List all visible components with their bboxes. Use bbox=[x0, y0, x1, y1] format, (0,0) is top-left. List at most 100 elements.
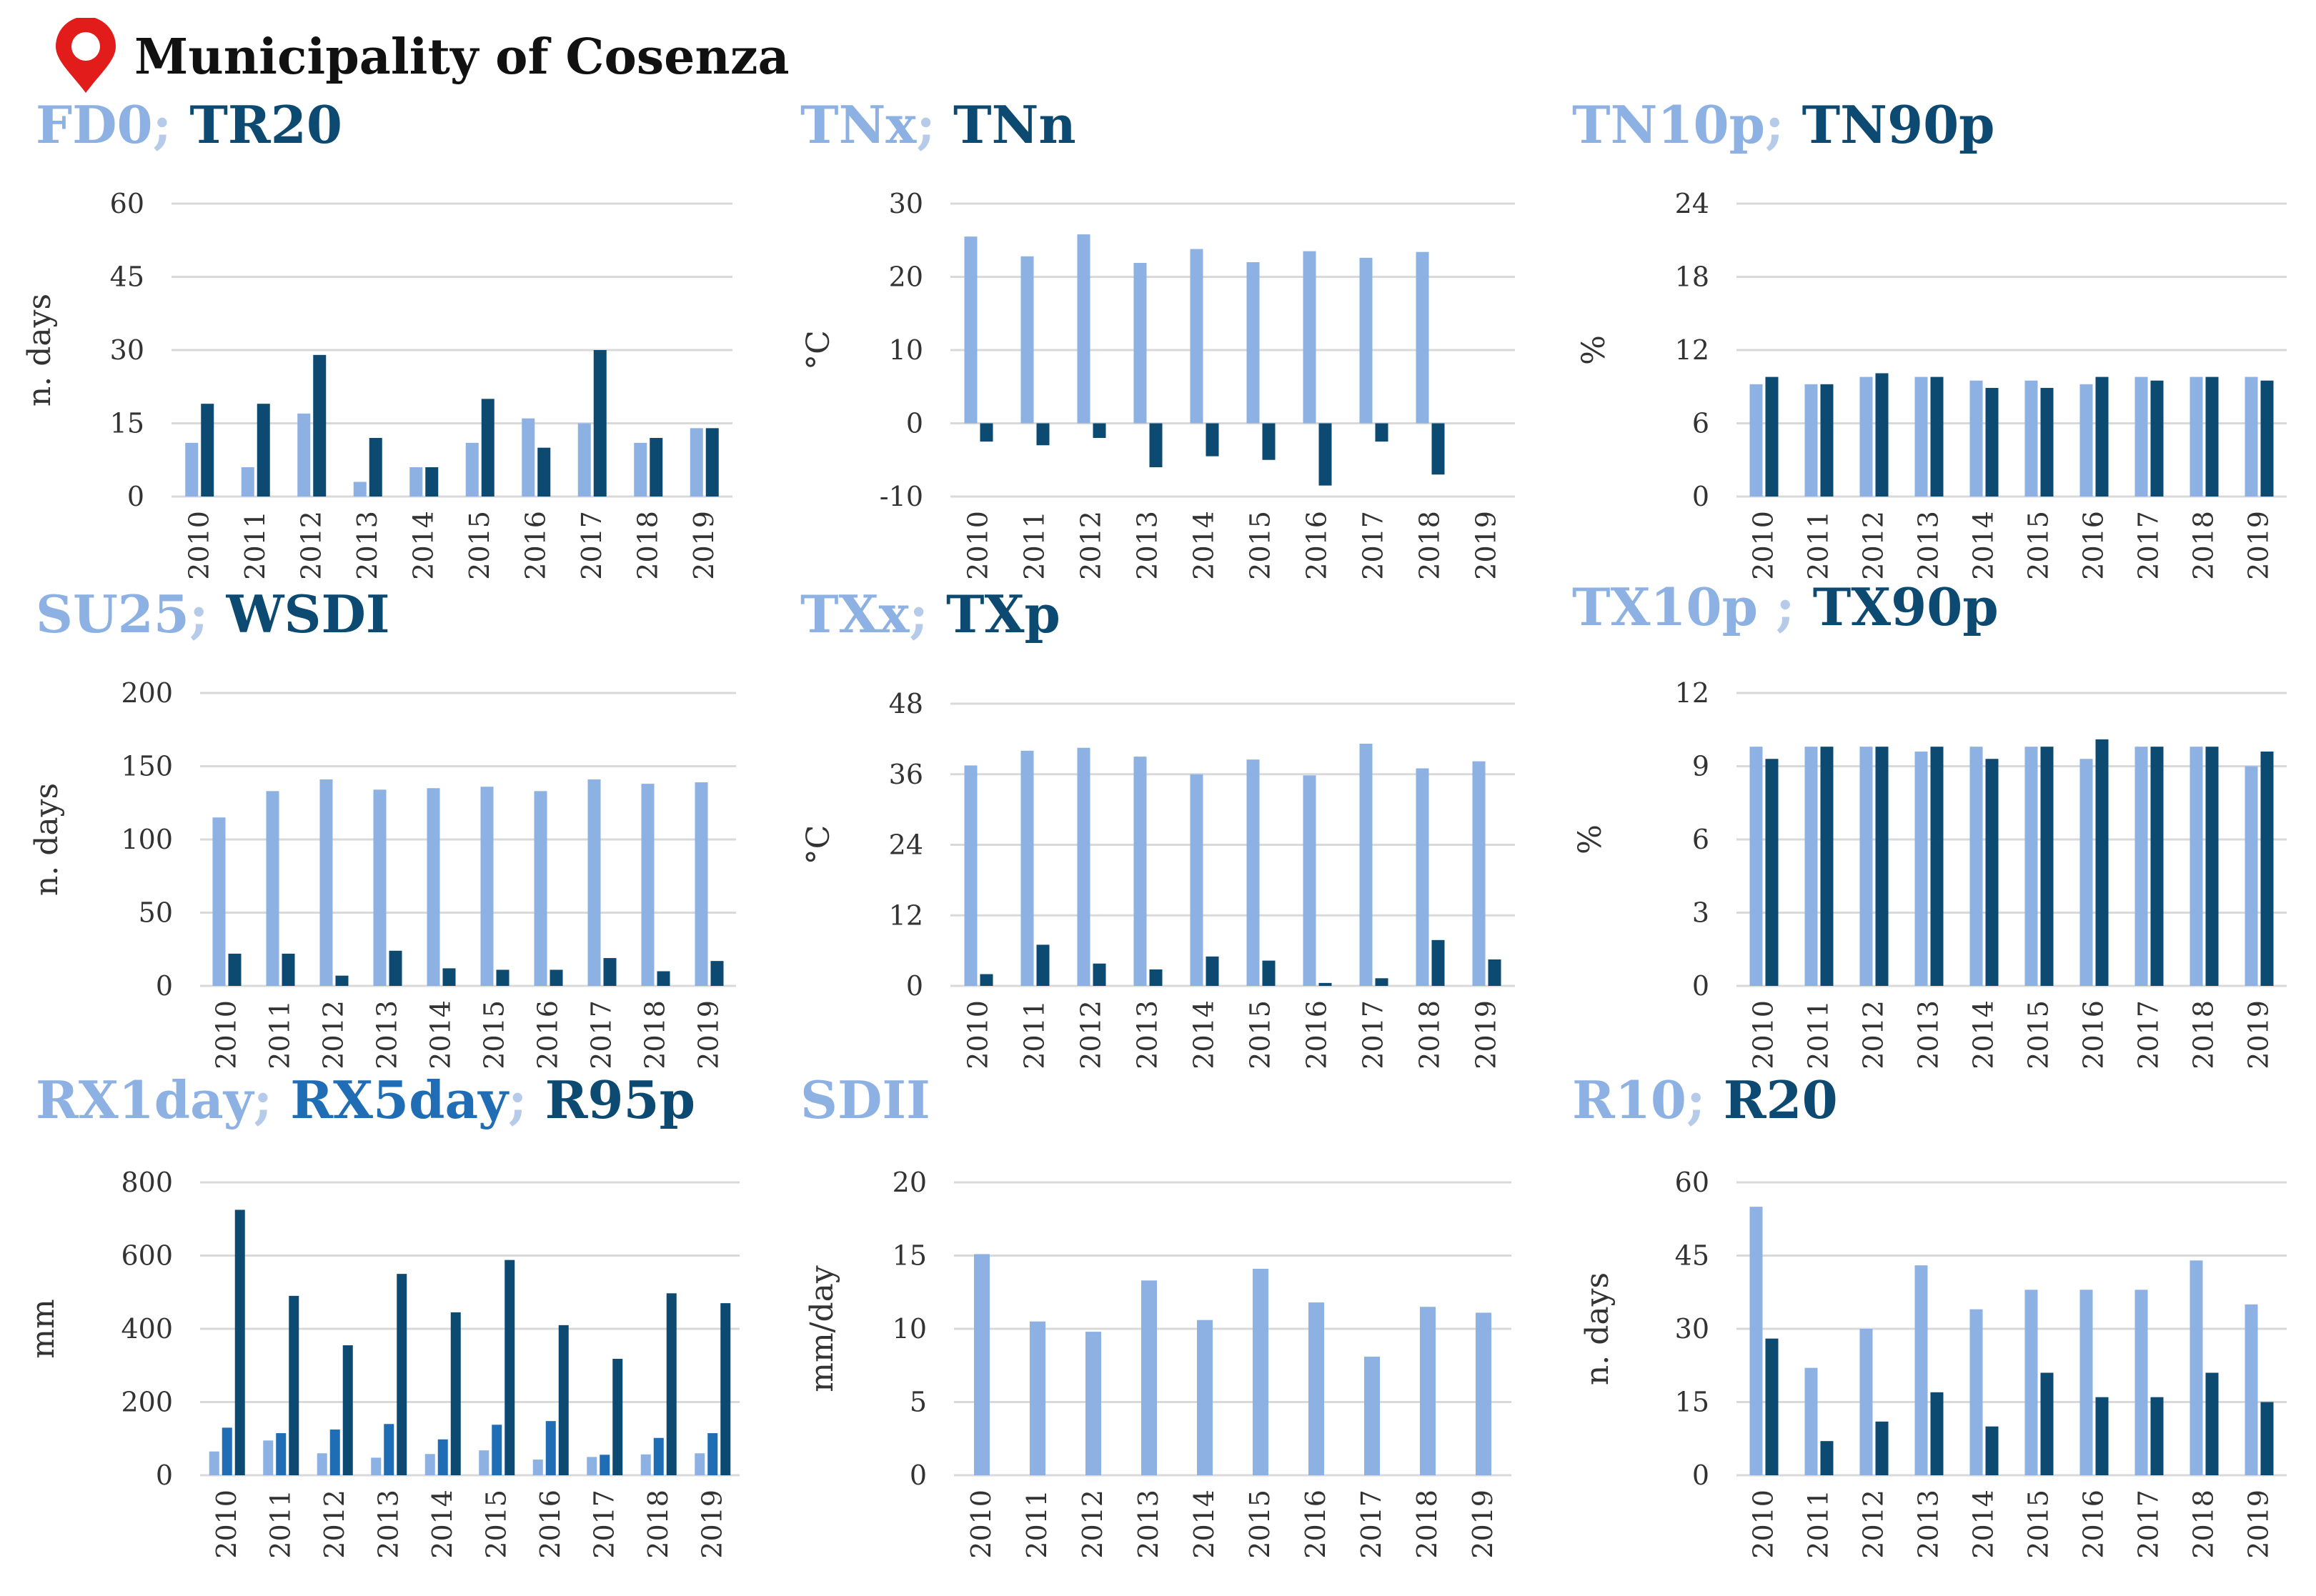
page-title: Municipality of Cosenza bbox=[134, 29, 790, 86]
bar-fd0-2012 bbox=[297, 413, 311, 497]
bar-tnx-2014 bbox=[1190, 249, 1203, 424]
chart-tx10p-tx90p: TX10p ; TX90p 0 3 6 9 12% 2010 2011 2012 2013 2014… bbox=[1572, 577, 2287, 1069]
y-tick-label: 0 bbox=[906, 970, 923, 1002]
bar-su25-2011 bbox=[266, 791, 279, 986]
chart-tn10p-tn90p: TN10p; TN90p 0 6 12 18 24% 2010 2011 2012 2013 201… bbox=[1572, 94, 2287, 580]
bar-sdii-2012 bbox=[1085, 1332, 1101, 1475]
y-axis-label: mm bbox=[25, 1299, 61, 1358]
bar-tx10p-2014 bbox=[1969, 747, 1983, 986]
x-tick-label: 2019 bbox=[688, 511, 720, 580]
y-tick-label: 6 bbox=[1692, 408, 1709, 439]
bar-r95p-2019 bbox=[720, 1303, 731, 1475]
chart-title-part: FD0 bbox=[36, 94, 153, 155]
y-tick-label: 18 bbox=[1675, 261, 1709, 293]
bar-r20-2010 bbox=[1765, 1338, 1779, 1475]
y-axis-label: °C bbox=[800, 330, 837, 370]
bar-r20-2018 bbox=[2205, 1372, 2219, 1475]
y-tick-label: 150 bbox=[121, 751, 173, 782]
x-tick-label: 2011 bbox=[239, 511, 271, 580]
x-tick-label: 2012 bbox=[319, 1490, 350, 1559]
x-tick-label: 2016 bbox=[535, 1490, 566, 1559]
x-tick-label: 2010 bbox=[1748, 1000, 1779, 1069]
x-tick-label: 2017 bbox=[1358, 1000, 1389, 1069]
bar-tnx-2017 bbox=[1359, 257, 1373, 424]
bar-r95p-2012 bbox=[342, 1345, 353, 1475]
y-tick-label: 30 bbox=[1675, 1313, 1709, 1345]
x-tick-label: 2019 bbox=[2243, 1000, 2275, 1069]
chart-title: SU25; WSDI bbox=[36, 584, 390, 644]
bar-fd0-2014 bbox=[409, 467, 423, 497]
bar-sdii-2017 bbox=[1364, 1356, 1380, 1475]
bar-tnn-2015 bbox=[1262, 423, 1276, 460]
x-tick-label: 2010 bbox=[1748, 511, 1779, 580]
x-tick-label: 2016 bbox=[2078, 1490, 2109, 1559]
x-tick-label: 2016 bbox=[2078, 511, 2109, 580]
bar-tx90p-2013 bbox=[1930, 747, 1944, 986]
x-tick-label: 2012 bbox=[1075, 511, 1107, 580]
x-tick-label: 2015 bbox=[2023, 1490, 2054, 1559]
bar-su25-2017 bbox=[587, 779, 601, 986]
bar-tn10p-2019 bbox=[2245, 376, 2258, 497]
x-tick-label: 2012 bbox=[1075, 1000, 1107, 1069]
y-tick-label: 45 bbox=[1675, 1240, 1709, 1272]
bar-r20-2013 bbox=[1930, 1392, 1944, 1475]
chart-title-part: TN90p bbox=[1802, 94, 1995, 155]
x-tick-label: 2013 bbox=[1132, 1000, 1163, 1069]
bar-tr20-2017 bbox=[593, 350, 607, 497]
bar-tx10p-2016 bbox=[2079, 759, 2093, 986]
x-tick-label: 2016 bbox=[1301, 1000, 1333, 1069]
bar-su25-2012 bbox=[319, 779, 333, 986]
chart-title-part: SDII bbox=[800, 1069, 930, 1130]
chart-title-part: RX5day bbox=[290, 1069, 510, 1130]
x-tick-label: 2018 bbox=[642, 1490, 674, 1559]
x-tick-label: 2012 bbox=[1077, 1490, 1108, 1559]
bar-tnx-2013 bbox=[1133, 263, 1147, 424]
x-tick-label: 2016 bbox=[1301, 511, 1333, 580]
bar-su25-2013 bbox=[373, 789, 387, 986]
y-tick-label: 200 bbox=[121, 677, 173, 709]
bar-wsdi-2017 bbox=[603, 958, 617, 986]
y-tick-label: 100 bbox=[121, 824, 173, 855]
bar-tnn-2017 bbox=[1375, 423, 1388, 442]
x-tick-label: 2013 bbox=[1133, 1490, 1164, 1559]
chart-su25-wsdi: SU25; WSDI 0 50 100 150 200 n. days 2010 2011 201… bbox=[29, 584, 736, 1069]
x-tick-label: 2013 bbox=[372, 1490, 404, 1559]
bar-wsdi-2015 bbox=[496, 969, 510, 986]
chart-title-part: TXp bbox=[946, 584, 1060, 644]
bar-r95p-2013 bbox=[397, 1274, 407, 1475]
y-tick-label: 0 bbox=[1692, 970, 1709, 1002]
x-tick-label: 2019 bbox=[1467, 1490, 1499, 1559]
bar-sdii-2013 bbox=[1141, 1280, 1157, 1475]
x-tick-label: 2014 bbox=[427, 1490, 458, 1559]
x-tick-label: 2010 bbox=[211, 1000, 242, 1069]
chart-title: TX10p ; TX90p bbox=[1572, 577, 1999, 637]
bar-tn90p-2011 bbox=[1820, 384, 1834, 497]
bar-tr20-2018 bbox=[650, 438, 663, 497]
bar-r95p-2010 bbox=[234, 1210, 245, 1475]
x-tick-label: 2015 bbox=[1245, 511, 1276, 580]
x-tick-label: 2013 bbox=[352, 511, 383, 580]
chart-title: SDII bbox=[800, 1069, 930, 1130]
bar-rx5day-2014 bbox=[437, 1439, 448, 1475]
bar-rx5day-2010 bbox=[222, 1427, 232, 1475]
bar-tr20-2015 bbox=[481, 399, 494, 497]
bar-tr20-2013 bbox=[369, 438, 382, 497]
bar-tr20-2016 bbox=[537, 447, 551, 497]
bar-rx1day-2015 bbox=[479, 1450, 489, 1475]
chart-title-part: ; bbox=[189, 584, 227, 644]
bar-txx-2017 bbox=[1359, 743, 1373, 986]
bar-tnn-2010 bbox=[980, 423, 993, 442]
bar-tx90p-2018 bbox=[2205, 747, 2219, 986]
bar-r20-2019 bbox=[2260, 1402, 2274, 1475]
chart-title: R10; R20 bbox=[1572, 1069, 1838, 1130]
bar-rx1day-2014 bbox=[424, 1454, 435, 1475]
chart-title-part: ; bbox=[1758, 577, 1813, 637]
bar-tn10p-2011 bbox=[1804, 384, 1818, 497]
bar-wsdi-2019 bbox=[710, 961, 724, 986]
bar-rx5day-2013 bbox=[384, 1424, 394, 1475]
bar-sdii-2010 bbox=[974, 1254, 990, 1475]
x-tick-label: 2017 bbox=[588, 1490, 620, 1559]
bar-sdii-2018 bbox=[1420, 1307, 1436, 1475]
bar-sdii-2014 bbox=[1197, 1320, 1213, 1475]
x-tick-label: 2018 bbox=[640, 1000, 671, 1069]
